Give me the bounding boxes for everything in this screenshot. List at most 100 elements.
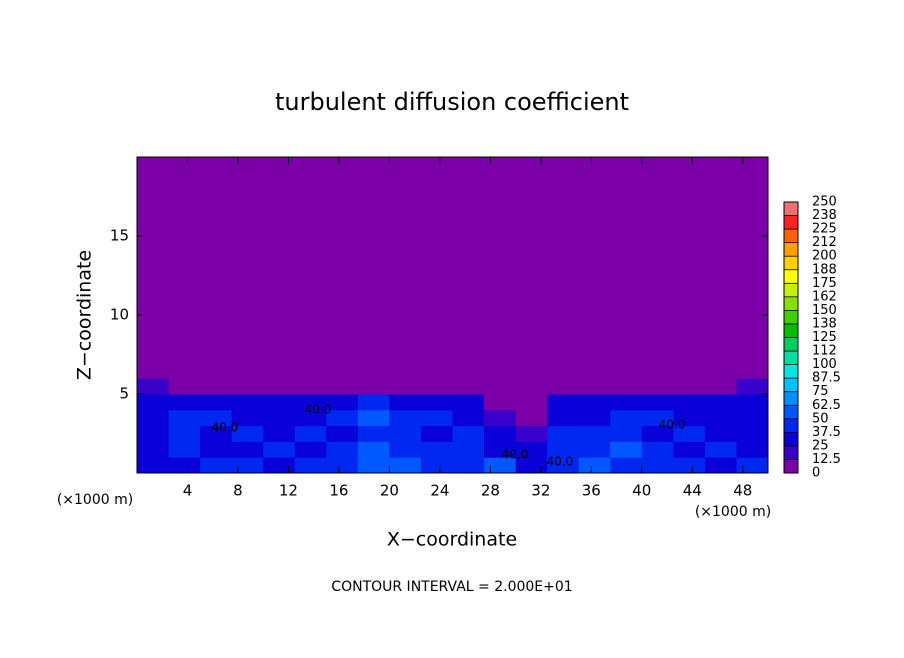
colorbar-band (784, 378, 798, 392)
colorbar-label: 0 (812, 466, 820, 481)
cell (547, 457, 580, 474)
cell (168, 441, 201, 458)
cell (200, 378, 233, 395)
cell (736, 394, 769, 411)
x-tick-label: 36 (582, 482, 601, 500)
cell (484, 457, 517, 474)
cell (736, 457, 769, 474)
cell (736, 441, 769, 458)
cell (137, 394, 170, 411)
cell (420, 409, 453, 427)
cell (547, 409, 580, 427)
colorbar-label: 188 (812, 262, 837, 277)
cell (547, 441, 580, 458)
colorbar-label: 150 (812, 303, 837, 318)
cell (641, 409, 674, 427)
y-axis-label: Z−coordinate (74, 250, 96, 380)
cell (231, 394, 264, 411)
colorbar-label: 62.5 (812, 398, 841, 413)
cell (484, 394, 517, 411)
cell (673, 394, 706, 411)
cell (326, 425, 359, 442)
cell (704, 394, 737, 411)
cell (704, 409, 737, 427)
colorbar-label: 37.5 (812, 425, 841, 440)
colorbar-band (784, 269, 798, 284)
note: CONTOUR INTERVAL = 2.000E+01 (331, 579, 572, 595)
cell (673, 425, 706, 442)
cell (231, 409, 264, 427)
x-tick-label: 16 (329, 482, 348, 500)
chart-title: turbulent diffusion coefficient (275, 88, 629, 116)
cell (231, 425, 264, 442)
cell (263, 457, 296, 474)
cell (641, 457, 674, 474)
colorbar-band (784, 323, 798, 338)
colorbar-band (784, 432, 798, 447)
cell (578, 378, 611, 395)
cell (294, 409, 327, 427)
cell (641, 441, 674, 458)
cell (263, 441, 296, 458)
cell (357, 457, 390, 474)
cell (389, 157, 422, 379)
cell (578, 441, 611, 458)
cell (137, 425, 170, 442)
cell (137, 457, 170, 474)
colorbar-band (784, 296, 798, 311)
colorbar-label: 138 (812, 316, 837, 331)
cell (641, 157, 674, 379)
cell (641, 394, 674, 411)
x-tick-label: 20 (380, 482, 399, 500)
cell (168, 157, 201, 379)
cell (420, 157, 453, 379)
x-axis-label: X−coordinate (387, 529, 517, 551)
cell (704, 441, 737, 458)
colorbar-label: 250 (812, 195, 837, 210)
cell (673, 457, 706, 474)
cell (137, 378, 170, 395)
colorbar-band (784, 337, 798, 352)
colorbar-label: 125 (812, 330, 837, 345)
cell (389, 394, 422, 411)
cell (294, 425, 327, 442)
colorbar-band (784, 445, 798, 460)
cell (578, 425, 611, 442)
contour-label: 40.0 (659, 418, 686, 432)
cell (578, 157, 611, 379)
colorbar-band (784, 391, 798, 406)
colorbar-label: 12.5 (812, 452, 841, 467)
cell (389, 409, 422, 427)
cell (168, 409, 201, 427)
cell (231, 157, 264, 379)
cell (515, 157, 548, 379)
y-axis-unit: (×1000 m) (57, 492, 133, 508)
cell (168, 425, 201, 442)
cell (704, 425, 737, 442)
colorbar-band (784, 283, 798, 298)
cell (610, 378, 643, 395)
y-tick-label: 5 (119, 385, 129, 403)
x-tick-label: 48 (733, 482, 752, 500)
colorbar-band (784, 256, 798, 271)
cell (547, 157, 580, 379)
cell (610, 441, 643, 458)
contour-label: 40.0 (212, 421, 239, 435)
y-tick-label: 10 (110, 306, 129, 324)
cell (200, 409, 233, 427)
cell (610, 394, 643, 411)
cell (357, 425, 390, 442)
contour-label: 40.0 (547, 455, 574, 469)
cell (357, 409, 390, 427)
cell (357, 378, 390, 395)
cell (137, 409, 170, 427)
cell (200, 157, 233, 379)
cell (452, 378, 485, 395)
cell (578, 409, 611, 427)
x-tick-label: 32 (531, 482, 550, 500)
cell (263, 425, 296, 442)
cell (515, 394, 548, 411)
cell (515, 457, 548, 474)
colorbar-label: 112 (812, 344, 837, 359)
cell (357, 157, 390, 379)
